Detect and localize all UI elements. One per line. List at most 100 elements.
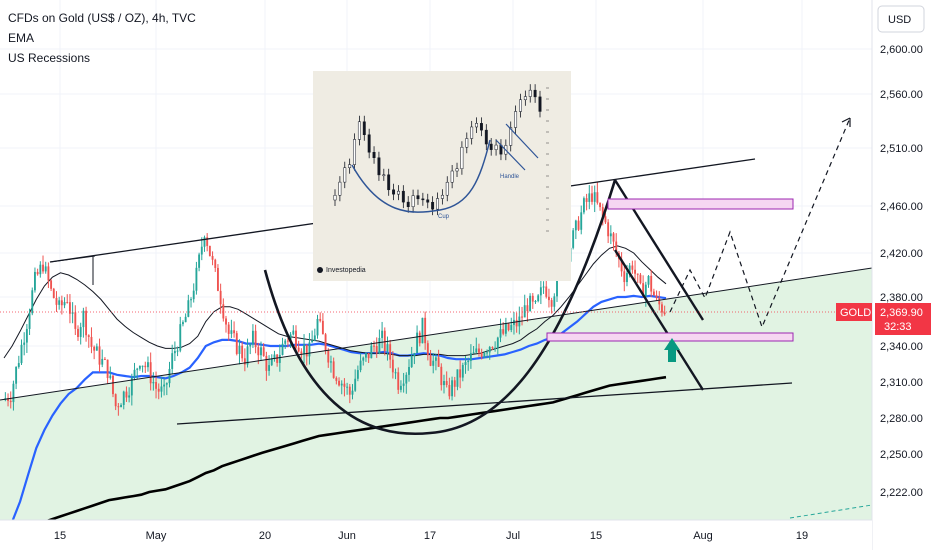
investopedia-logo-icon [317,267,323,273]
candle-body [599,202,602,208]
candle-body [343,383,346,387]
candle-body [434,357,437,361]
candle-body [303,344,305,354]
inset-handle-line-2 [495,139,526,171]
y-tick-label: 2,250.00 [880,449,923,461]
candle-body [284,340,287,344]
candle-body [464,362,467,366]
candle-body [529,295,532,312]
x-axis-labels: 15 May 20 Jun 17 Jul 15 Aug 19 [54,530,808,542]
y-tick-label: 2,460.00 [880,201,923,213]
candle-body [381,330,384,338]
candle-body [203,237,206,247]
candle-body [138,366,141,369]
cup-handle-inset: Cup Handle Investopedia [313,71,571,281]
inset-candle-body [484,129,488,145]
candle-body [582,198,585,213]
candle-body [534,301,537,303]
candle-body [265,355,268,371]
price-axis[interactable] [872,0,932,550]
candle-body [351,390,354,395]
candle-body [373,345,375,347]
candle-body [227,324,230,334]
inset-candle-body [519,99,522,112]
candle-body [25,328,28,343]
legend-recessions[interactable]: US Recessions [8,51,90,65]
candle-body [397,372,400,390]
inset-candle-body [362,121,366,136]
candle-body [523,305,526,318]
candle-body [588,193,591,202]
inset-candle-body [494,144,498,150]
legend-symbol[interactable]: CFDs on Gold (US$ / OZ), 4h, TVC [8,11,196,25]
inset-cup-label: Cup [438,214,450,220]
candle-body [494,347,497,349]
candle-body [109,375,112,379]
inset-candle-body [523,96,527,101]
candle-body [335,377,338,381]
y-tick-label: 2,420.00 [880,248,923,260]
inset-candle-body [367,134,371,153]
inset-candle-body [416,195,420,200]
x-tick-label: Jul [506,530,520,542]
supply-zone[interactable] [607,198,794,210]
candle-body [402,383,405,386]
inset-candle-body [509,127,513,146]
candle-body [356,370,359,379]
candle-body [591,193,593,202]
inset-candle-body [338,181,342,196]
y-axis-labels: 2,600.00 2,560.00 2,510.00 2,460.00 2,420.00… [880,44,923,499]
candle-body [647,275,650,285]
candle-body [542,286,545,288]
inset-candle-body [528,89,532,97]
candle-body [87,335,90,337]
candle-body [152,382,155,384]
candle-body [496,337,499,348]
candle-body [130,377,133,396]
y-tick-label: 2,510.00 [880,143,923,155]
up-arrow-icon [664,338,680,362]
candle-body [650,275,653,292]
legend-ema[interactable]: EMA [8,31,34,45]
inset-candle-body [450,170,454,183]
candle-body [642,283,645,297]
candle-body [577,220,580,230]
candle-body [399,385,402,390]
candle-body [133,369,136,378]
ema-slow-line [45,375,667,520]
candle-body [297,347,300,352]
candle-body [246,346,249,365]
candle-body [214,259,217,268]
inset-candle-body [392,189,396,195]
demand-zone[interactable] [546,332,794,342]
candle-body [36,271,39,275]
candle-body [90,336,93,347]
candle-body [405,374,408,384]
currency-button[interactable] [877,5,925,33]
candle-body [362,357,365,361]
candle-body [39,264,42,275]
candle-body [66,302,69,304]
legend[interactable]: CFDs on Gold (US$ / OZ), 4h, TVC EMA US … [8,11,196,65]
inset-candle-body [357,121,361,140]
candle-body [332,361,335,378]
time-axis[interactable] [0,520,872,550]
x-tick-label: 20 [259,530,271,542]
candle-body [128,395,131,398]
candle-body [507,323,510,331]
candle-body [206,237,209,246]
x-tick-label: 19 [796,530,808,542]
candle-body [243,358,246,365]
candle-body [101,358,104,365]
candle-body [20,344,23,364]
candle-body [445,381,448,386]
candle-body [216,267,219,291]
candle-body [504,323,507,334]
candle-body [580,212,583,230]
candle-body [122,391,125,405]
inset-candle-body [479,123,483,131]
inset-candle-body [333,195,337,201]
inset-candle-body [382,174,386,177]
inset-handle-line-1 [505,123,539,159]
